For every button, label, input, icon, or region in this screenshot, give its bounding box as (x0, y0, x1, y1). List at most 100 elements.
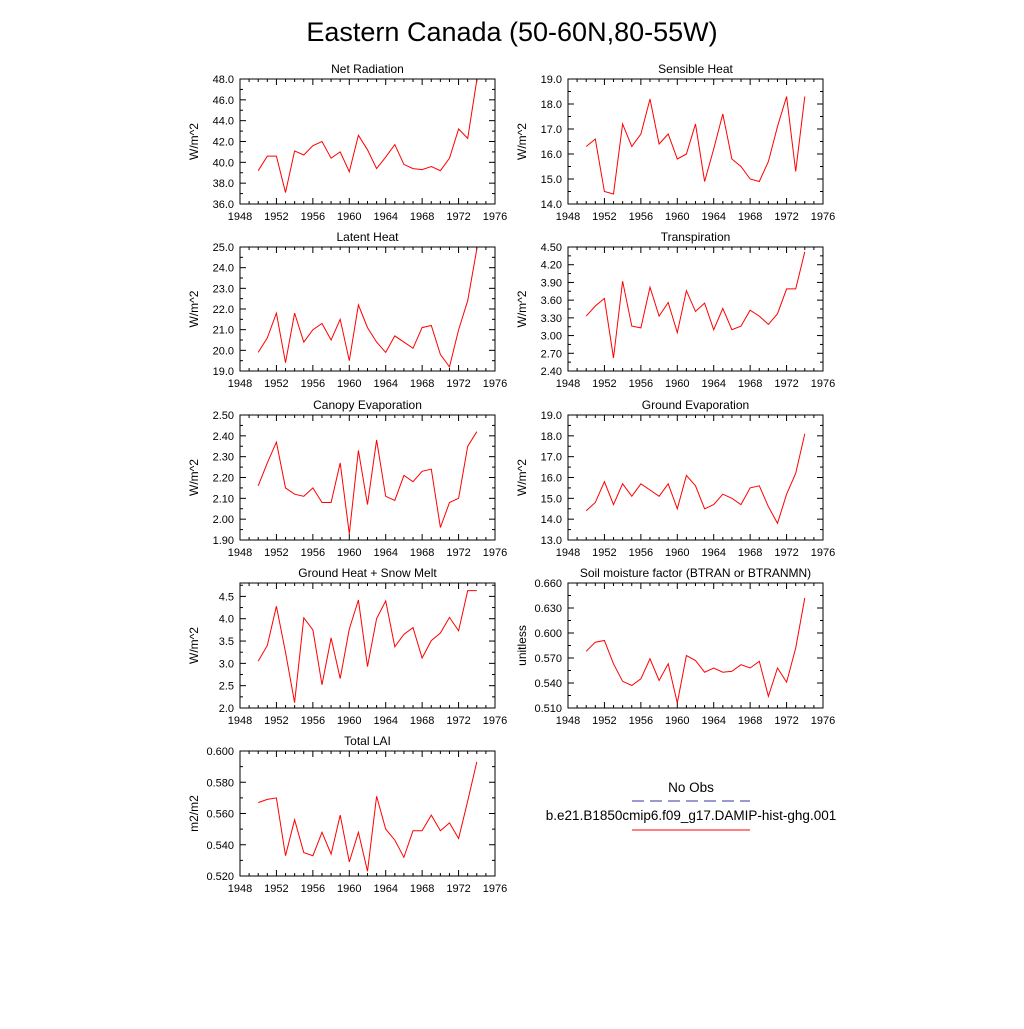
y-tick-label: 2.0 (219, 703, 234, 715)
y-tick-label: 3.0 (219, 658, 234, 670)
x-tick-label: 1976 (811, 547, 835, 559)
series-line (257, 431, 478, 534)
panel-title: Ground Evaporation (642, 398, 749, 412)
y-tick-label: 0.570 (534, 653, 562, 665)
y-tick-label: 14.0 (541, 199, 562, 211)
chart-panel: Net Radiation W/m^2 1948 1952 1956 1960 1964 19… (187, 62, 507, 223)
y-tick-label: 46.0 (213, 95, 234, 107)
y-tick-label: 0.600 (206, 746, 234, 758)
y-axis-label: W/m^2 (187, 627, 201, 664)
panel-title: Latent Heat (336, 230, 399, 244)
x-tick-label: 1948 (228, 547, 252, 559)
x-tick-label: 1952 (264, 547, 288, 559)
x-tick-label: 1952 (592, 378, 616, 390)
y-tick-label: 38.0 (213, 178, 234, 190)
y-tick-label: 0.510 (534, 703, 562, 715)
x-tick-label: 1976 (483, 715, 507, 727)
legend-obs-label: No Obs (668, 780, 714, 795)
y-tick-label: 20.0 (213, 345, 234, 357)
x-tick-label: 1972 (774, 715, 798, 727)
y-tick-label: 16.0 (541, 149, 562, 161)
x-tick-label: 1952 (264, 378, 288, 390)
x-tick-label: 1948 (228, 883, 252, 895)
plot-frame (567, 78, 824, 205)
x-tick-label: 1964 (701, 378, 725, 390)
y-tick-label: 2.70 (541, 348, 562, 360)
y-tick-label: 42.0 (213, 137, 234, 149)
x-tick-label: 1948 (556, 547, 580, 559)
panel-title: Soil moisture factor (BTRAN or BTRANMN) (580, 566, 811, 580)
panel-title: Transpiration (661, 230, 731, 244)
y-tick-label: 19.0 (213, 366, 234, 378)
panels: Net Radiation W/m^2 1948 1952 1956 1960 1964 19… (187, 62, 835, 895)
y-tick-label: 17.0 (541, 124, 562, 136)
y-tick-label: 16.0 (541, 473, 562, 485)
x-tick-label: 1948 (556, 378, 580, 390)
x-tick-label: 1976 (483, 883, 507, 895)
x-tick-label: 1956 (301, 715, 325, 727)
y-axis-label: W/m^2 (187, 459, 201, 496)
figure-title: Eastern Canada (50-60N,80-55W) (306, 17, 717, 47)
chart-panel: Sensible Heat W/m^2 1948 1952 1956 1960 1964 19… (515, 62, 835, 223)
x-tick-label: 1968 (410, 883, 434, 895)
panel-title: Sensible Heat (658, 62, 733, 76)
chart-panel: Transpiration W/m^2 1948 1952 1956 1960 1964 19… (515, 230, 835, 390)
series-line (257, 249, 478, 369)
y-tick-label: 1.90 (213, 535, 234, 547)
x-tick-label: 1960 (337, 211, 361, 223)
x-tick-label: 1956 (301, 378, 325, 390)
panel-title: Total LAI (344, 734, 391, 748)
x-tick-label: 1960 (337, 547, 361, 559)
x-tick-label: 1968 (738, 547, 762, 559)
x-tick-label: 1972 (446, 715, 470, 727)
x-tick-label: 1956 (629, 715, 653, 727)
series-line (257, 590, 477, 703)
series-line (585, 251, 806, 359)
y-tick-label: 0.560 (206, 809, 234, 821)
x-tick-label: 1968 (410, 715, 434, 727)
y-tick-label: 2.50 (213, 410, 234, 422)
y-tick-label: 2.30 (213, 452, 234, 464)
plot-frame (239, 582, 496, 709)
y-tick-label: 19.0 (541, 410, 562, 422)
y-tick-label: 23.0 (213, 283, 234, 295)
x-tick-label: 1948 (556, 211, 580, 223)
x-tick-label: 1948 (228, 211, 252, 223)
y-tick-label: 4.0 (219, 614, 234, 626)
y-tick-label: 0.630 (534, 603, 562, 615)
y-tick-label: 40.0 (213, 157, 234, 169)
x-tick-label: 1956 (301, 547, 325, 559)
y-tick-label: 2.40 (213, 431, 234, 443)
x-tick-label: 1964 (373, 211, 397, 223)
panel-title: Ground Heat + Snow Melt (298, 566, 437, 580)
x-tick-label: 1956 (629, 378, 653, 390)
y-tick-label: 0.580 (206, 777, 234, 789)
chart-panel: Ground Heat + Snow Melt W/m^2 1948 1952 1956… (187, 566, 507, 727)
chart-panel: Ground Evaporation W/m^2 1948 1952 1956 1960 1… (515, 398, 835, 559)
x-tick-label: 1960 (665, 378, 689, 390)
y-tick-label: 3.30 (541, 313, 562, 325)
x-tick-label: 1976 (811, 715, 835, 727)
x-tick-label: 1948 (228, 715, 252, 727)
x-tick-label: 1960 (337, 715, 361, 727)
y-tick-label: 2.00 (213, 514, 234, 526)
y-tick-label: 2.10 (213, 493, 234, 505)
panel-title: Canopy Evaporation (313, 398, 422, 412)
x-tick-label: 1976 (483, 211, 507, 223)
x-tick-label: 1968 (410, 547, 434, 559)
y-tick-label: 4.50 (541, 242, 562, 254)
y-tick-label: 3.00 (541, 331, 562, 343)
chart-panel: Soil moisture factor (BTRAN or BTRANMN) u… (515, 566, 835, 727)
y-tick-label: 0.520 (206, 871, 234, 883)
y-tick-label: 15.0 (541, 174, 562, 186)
y-tick-label: 2.5 (219, 681, 234, 693)
plot-frame (567, 414, 824, 541)
plot-frame (239, 78, 496, 205)
chart-panel: Total LAI m2/m2 1948 1952 1956 1960 1964 1968 19… (187, 734, 507, 895)
y-tick-label: 2.20 (213, 473, 234, 485)
x-tick-label: 1960 (665, 715, 689, 727)
y-tick-label: 0.540 (534, 678, 562, 690)
chart-panel: Latent Heat W/m^2 1948 1952 1956 1960 1964 1968… (187, 230, 507, 390)
